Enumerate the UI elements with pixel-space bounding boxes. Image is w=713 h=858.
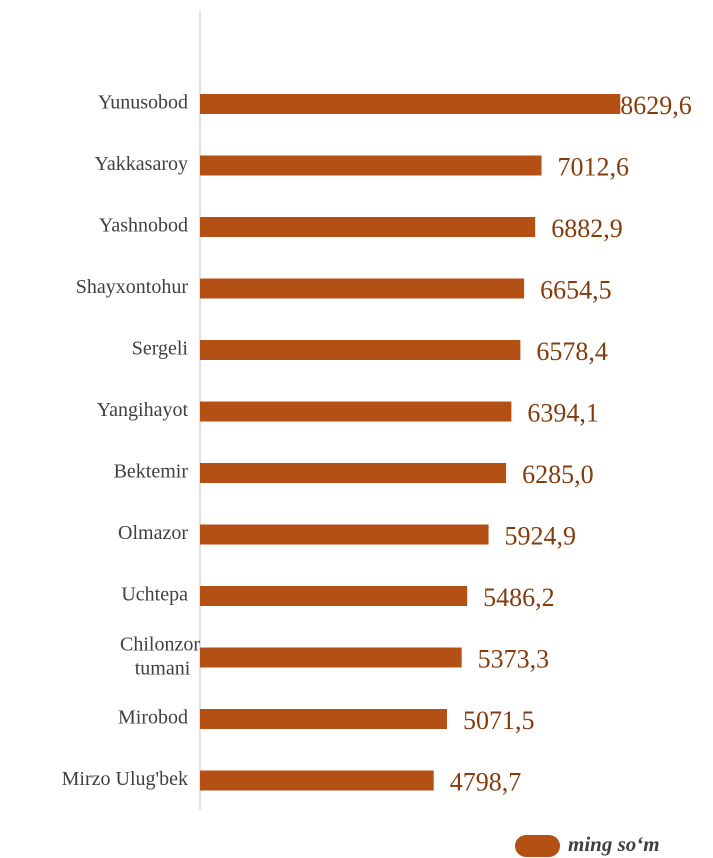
bar xyxy=(200,401,512,422)
bar xyxy=(200,524,489,545)
legend-label: ming so‘m xyxy=(568,832,660,856)
y-tick-label: Yashnobod xyxy=(99,215,188,237)
y-tick-label: Sergeli xyxy=(132,338,189,360)
y-tick-label: Uchtepa xyxy=(121,584,188,606)
data-label: 5071,5 xyxy=(463,706,535,735)
data-label: 8629,6 xyxy=(620,91,692,120)
y-tick-label: Chilonzor tumani xyxy=(120,633,200,679)
y-tick-label: Olmazor xyxy=(118,522,188,544)
bar xyxy=(200,709,447,729)
bar xyxy=(200,463,507,483)
data-label: 6882,9 xyxy=(551,214,623,243)
data-label: 4798,7 xyxy=(450,767,521,796)
data-label: 6285,0 xyxy=(522,460,594,489)
y-tick-label: Yunusobod xyxy=(98,92,188,114)
y-tick-label: Yakkasaroy xyxy=(94,153,188,175)
y-tick-label: Mirobod xyxy=(118,707,188,729)
data-label: 6394,1 xyxy=(527,398,599,427)
data-label: 6578,4 xyxy=(536,337,608,366)
bar xyxy=(200,340,521,360)
bar xyxy=(200,217,536,237)
data-label: 7012,6 xyxy=(558,152,630,181)
y-tick-label: Shayxontohur xyxy=(76,276,189,298)
bar xyxy=(200,586,468,606)
data-label: 5924,9 xyxy=(505,521,576,550)
data-label: 6654,5 xyxy=(540,275,612,304)
bar xyxy=(200,770,434,791)
y-tick-label: Yangihayot xyxy=(97,399,189,421)
y-tick-label: Bektemir xyxy=(114,461,189,483)
legend-swatch xyxy=(515,835,560,857)
y-tick-label: Mirzo Ulug'bek xyxy=(62,768,188,790)
bar xyxy=(200,278,525,299)
bar xyxy=(200,155,542,176)
bar xyxy=(200,647,462,668)
data-label: 5373,3 xyxy=(478,644,549,673)
bar xyxy=(200,94,621,114)
data-label: 5486,2 xyxy=(483,583,555,612)
